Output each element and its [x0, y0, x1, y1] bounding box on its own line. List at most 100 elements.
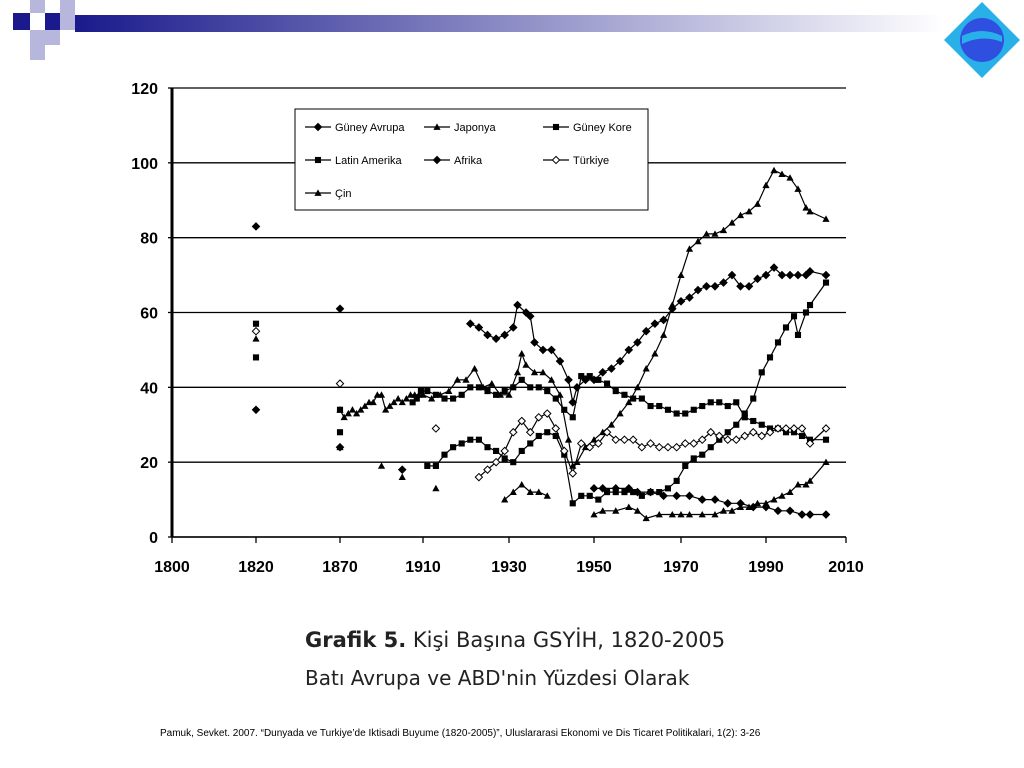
- data-point-square: [535, 432, 542, 440]
- data-point-square: [798, 432, 806, 440]
- series-group: [251, 222, 831, 407]
- data-point-triangle: [445, 387, 453, 394]
- data-point-square: [682, 410, 689, 417]
- x-tick-label: 1970: [663, 559, 699, 576]
- x-tick-label: 1990: [748, 559, 784, 576]
- data-point-triangle: [398, 398, 406, 406]
- data-point-triangle: [762, 499, 770, 507]
- data-point-square: [603, 380, 611, 387]
- x-tick-label: 1800: [154, 559, 190, 576]
- data-point-triangle: [786, 174, 794, 181]
- deco-square: [60, 13, 75, 30]
- data-point-triangle: [314, 189, 322, 196]
- data-point-square: [467, 436, 474, 443]
- data-point-diamond: [777, 270, 787, 280]
- x-axis-ticks: 1800 1820 1870 1910 1930 1950 1970 1990 2010: [154, 537, 864, 576]
- data-point-square: [682, 462, 689, 469]
- data-point-triangle: [694, 237, 702, 245]
- data-point-diamond: [474, 472, 484, 482]
- data-point-triangle: [394, 394, 402, 402]
- data-point-triangle: [513, 368, 522, 376]
- data-point-square: [647, 402, 654, 410]
- data-point-triangle: [462, 376, 470, 383]
- y-tick-label: 20: [140, 455, 158, 472]
- data-point-diamond: [710, 495, 720, 504]
- data-point-diamond: [821, 270, 831, 280]
- data-point-diamond: [697, 495, 707, 504]
- x-tick-label: 1820: [238, 559, 274, 576]
- logo-icon: [944, 2, 1020, 78]
- y-tick-label: 0: [149, 530, 158, 547]
- data-point-square: [741, 410, 748, 417]
- data-point-triangle: [382, 406, 390, 413]
- data-point-diamond: [821, 424, 831, 433]
- data-point-triangle: [432, 484, 440, 492]
- data-point-triangle: [711, 510, 719, 518]
- data-point-square: [441, 451, 448, 458]
- data-point-square: [724, 429, 731, 436]
- data-point-triangle: [340, 413, 348, 421]
- data-point-square: [806, 301, 814, 309]
- data-point-triangle: [651, 350, 659, 357]
- deco-square: [30, 30, 45, 45]
- data-point-diamond: [821, 510, 831, 519]
- data-point-triangle: [770, 166, 778, 174]
- data-point-triangle: [655, 510, 663, 518]
- data-point-diamond: [781, 424, 791, 433]
- data-point-triangle: [526, 488, 534, 495]
- data-point-diamond: [637, 442, 647, 452]
- x-tick-label: 1950: [576, 559, 612, 576]
- data-point-square: [716, 399, 723, 406]
- data-point-triangle: [348, 406, 357, 413]
- data-point-square: [535, 384, 542, 391]
- data-point-diamond: [765, 427, 775, 437]
- data-point-triangle: [786, 488, 794, 495]
- data-point-square: [450, 395, 457, 402]
- data-point-diamond: [646, 487, 655, 497]
- data-point-diamond: [598, 368, 608, 377]
- data-point-square: [630, 489, 637, 496]
- data-point-triangle: [762, 181, 770, 189]
- series-line: [412, 375, 826, 441]
- data-point-triangle: [702, 230, 711, 237]
- data-point-triangle: [398, 473, 406, 481]
- data-point-triangle: [677, 510, 685, 518]
- data-point-triangle: [357, 406, 365, 413]
- data-point-triangle: [488, 379, 496, 387]
- data-point-triangle: [822, 458, 830, 466]
- data-point-diamond: [251, 222, 261, 231]
- data-point-triangle: [518, 481, 526, 488]
- data-point-diamond: [659, 491, 668, 501]
- legend-label: Çin: [335, 188, 352, 200]
- data-point-diamond: [633, 338, 642, 347]
- data-point-square: [699, 402, 706, 410]
- data-point-triangle: [711, 230, 719, 237]
- data-point-triangle: [806, 207, 814, 215]
- chart-caption-subtitle: Batı Avrupa ve ABD'nin Yüzdesi Olarak: [305, 666, 690, 690]
- data-point-triangle: [518, 350, 526, 357]
- y-tick-label: 60: [140, 306, 158, 323]
- data-point-square: [664, 406, 672, 413]
- y-axis-ticks: 0 20 40 60 80 100 120: [131, 81, 172, 547]
- data-point-square: [595, 376, 602, 383]
- data-point-diamond: [251, 326, 261, 336]
- data-point-square: [690, 455, 697, 462]
- data-point-square: [664, 485, 672, 492]
- data-point-diamond: [508, 427, 518, 437]
- data-point-square: [432, 462, 439, 469]
- data-point-triangle: [719, 507, 728, 514]
- caption-title: Kişi Başına GSYİH, 1820-2005: [412, 628, 726, 652]
- data-point-diamond: [500, 446, 510, 456]
- data-point-triangle: [377, 462, 386, 469]
- data-point-diamond: [585, 442, 595, 452]
- data-point-diamond: [335, 304, 345, 314]
- data-point-square: [409, 399, 416, 406]
- data-point-triangle: [501, 495, 509, 503]
- data-point-square: [424, 462, 431, 469]
- legend-label: Güney Avrupa: [335, 122, 405, 134]
- data-point-square: [724, 402, 731, 410]
- data-point-triangle: [728, 219, 736, 226]
- data-point-diamond: [731, 435, 741, 445]
- series-group: [251, 326, 831, 482]
- data-point-diamond: [654, 442, 664, 452]
